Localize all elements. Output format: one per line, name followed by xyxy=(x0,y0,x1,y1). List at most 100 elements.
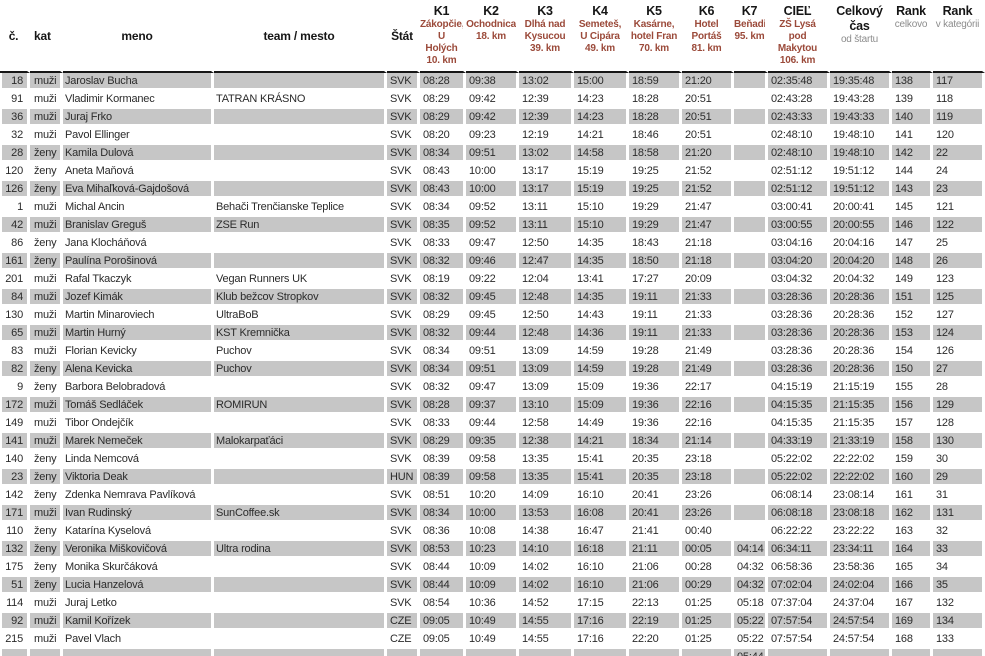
cell-stat: SVK xyxy=(387,271,420,289)
cell-kat: muži xyxy=(30,271,63,289)
cell-meno: Paulína Porošinová xyxy=(63,253,214,271)
cell-k2: 09:47 xyxy=(466,235,519,253)
cell-k1: 08:34 xyxy=(420,343,466,361)
cell-k5: 19:11 xyxy=(629,325,682,343)
table-row: 91 muži Vladimir Kormanec TATRAN KRÁSNO SVK 0… xyxy=(0,91,985,109)
cell-stat: SVK xyxy=(387,217,420,235)
cell-team xyxy=(214,595,387,613)
cell-total xyxy=(830,649,892,656)
cell-team xyxy=(214,523,387,541)
cell-k4: 16:18 xyxy=(574,541,629,559)
cell-ciel: 07:37:04 xyxy=(768,595,830,613)
cell-no: 126 xyxy=(0,181,30,199)
cell-kat: muži xyxy=(30,289,63,307)
cell-kat: ženy xyxy=(30,163,63,181)
cell-team xyxy=(214,415,387,433)
cell-k2: 09:47 xyxy=(466,379,519,397)
cell-k4: 15:19 xyxy=(574,163,629,181)
cell-k1: 08:32 xyxy=(420,379,466,397)
cell-team xyxy=(214,469,387,487)
checkpoint-location: Kasárne, hotel Fran xyxy=(630,19,678,42)
cell-k3: 12:19 xyxy=(519,127,574,145)
total-time-sub: od štartu xyxy=(840,34,879,45)
cell-stat: CZE xyxy=(387,613,420,631)
cell-rank_kat: 26 xyxy=(933,253,985,271)
cell-k4: 17:16 xyxy=(574,613,629,631)
cell-kat: muži xyxy=(30,109,63,127)
cell-k7 xyxy=(734,325,768,343)
cell-k2: 10:08 xyxy=(466,523,519,541)
checkpoint-code: K3 xyxy=(537,4,553,18)
cell-k4: 16:10 xyxy=(574,559,629,577)
table-row: 51 ženy Lucia Hanzelová SVK 08:44 10:09 14:02 1… xyxy=(0,577,985,595)
cell-ciel: 02:48:10 xyxy=(768,145,830,163)
cell-k4: 14:21 xyxy=(574,433,629,451)
cell-rank_kat: 123 xyxy=(933,271,985,289)
cell-stat: SVK xyxy=(387,451,420,469)
cell-team: Puchov xyxy=(214,343,387,361)
cell-k3: 14:55 xyxy=(519,631,574,649)
cell-k3: 14:02 xyxy=(519,559,574,577)
cell-k5: 18:28 xyxy=(629,91,682,109)
cell-stat: SVK xyxy=(387,145,420,163)
cell-ciel: 03:28:36 xyxy=(768,343,830,361)
cell-no: 9 xyxy=(0,379,30,397)
cell-k6: 22:16 xyxy=(682,415,734,433)
cell-team: Puchov xyxy=(214,361,387,379)
table-row: 215 muži Pavel Vlach CZE 09:05 10:49 14:55 17:1… xyxy=(0,631,985,649)
cell-k1: 08:29 xyxy=(420,109,466,127)
table-row: 82 ženy Alena Kevicka Puchov SVK 08:34 09:51 13… xyxy=(0,361,985,379)
cell-k5: 17:27 xyxy=(629,271,682,289)
table-row: 114 muži Juraj Letko SVK 08:54 10:36 14:52 17:1… xyxy=(0,595,985,613)
cell-stat: SVK xyxy=(387,433,420,451)
cell-meno: Juraj Frko xyxy=(63,109,214,127)
cell-k2: 10:23 xyxy=(466,541,519,559)
cell-ciel: 02:43:33 xyxy=(768,109,830,127)
cell-k6: 21:52 xyxy=(682,163,734,181)
cell-k7 xyxy=(734,469,768,487)
cell-k5: 20:41 xyxy=(629,505,682,523)
cell-k4: 14:35 xyxy=(574,289,629,307)
checkpoint-code: K6 xyxy=(698,4,715,18)
cell-k3: 12:50 xyxy=(519,235,574,253)
cell-k6: 01:25 xyxy=(682,595,734,613)
cell-kat: muži xyxy=(30,217,63,235)
cell-no: 18 xyxy=(0,73,30,91)
cell-k6: 00:40 xyxy=(682,523,734,541)
cell-no xyxy=(0,649,30,656)
cell-k4: 16:10 xyxy=(574,577,629,595)
cell-k2: 09:38 xyxy=(466,73,519,91)
cell-k2: 10:49 xyxy=(466,613,519,631)
cell-k2: 09:58 xyxy=(466,469,519,487)
cell-team xyxy=(214,487,387,505)
cell-no: 42 xyxy=(0,217,30,235)
cell-kat: muži xyxy=(30,343,63,361)
cell-kat: ženy xyxy=(30,577,63,595)
cell-k3: 13:02 xyxy=(519,73,574,91)
cell-meno: Kamila Dulová xyxy=(63,145,214,163)
cell-k4: 14:23 xyxy=(574,91,629,109)
cell-total: 19:48:10 xyxy=(830,145,892,163)
cell-k7: 04:14 xyxy=(734,541,768,559)
cell-k7: 05:44 xyxy=(734,649,768,656)
checkpoint-location: Ochodnica xyxy=(466,19,516,30)
cell-k1: 08:28 xyxy=(420,397,466,415)
cell-k5: 21:06 xyxy=(629,559,682,577)
cell-k3: 13:09 xyxy=(519,379,574,397)
col-header-number: č. xyxy=(0,0,30,73)
cell-stat: SVK xyxy=(387,235,420,253)
checkpoint-code: K7 xyxy=(741,4,758,18)
cell-k3: 13:09 xyxy=(519,343,574,361)
cell-team: TATRAN KRÁSNO xyxy=(214,91,387,109)
col-header-finish: CIEĽ ZŠ Lysá pod Makytou 106. km xyxy=(768,0,830,73)
results-table-body: 18 muži Jaroslav Bucha SVK 08:28 09:38 13:02 15… xyxy=(0,73,985,656)
cell-ciel: 04:33:19 xyxy=(768,433,830,451)
table-row: 149 muži Tibor Ondejčík SVK 08:33 09:44 12:58 1… xyxy=(0,415,985,433)
cell-stat: SVK xyxy=(387,109,420,127)
cell-k1: 08:32 xyxy=(420,289,466,307)
cell-total: 22:22:02 xyxy=(830,451,892,469)
cell-ciel: 03:00:41 xyxy=(768,199,830,217)
cell-ciel: 03:28:36 xyxy=(768,307,830,325)
cell-total: 19:43:33 xyxy=(830,109,892,127)
